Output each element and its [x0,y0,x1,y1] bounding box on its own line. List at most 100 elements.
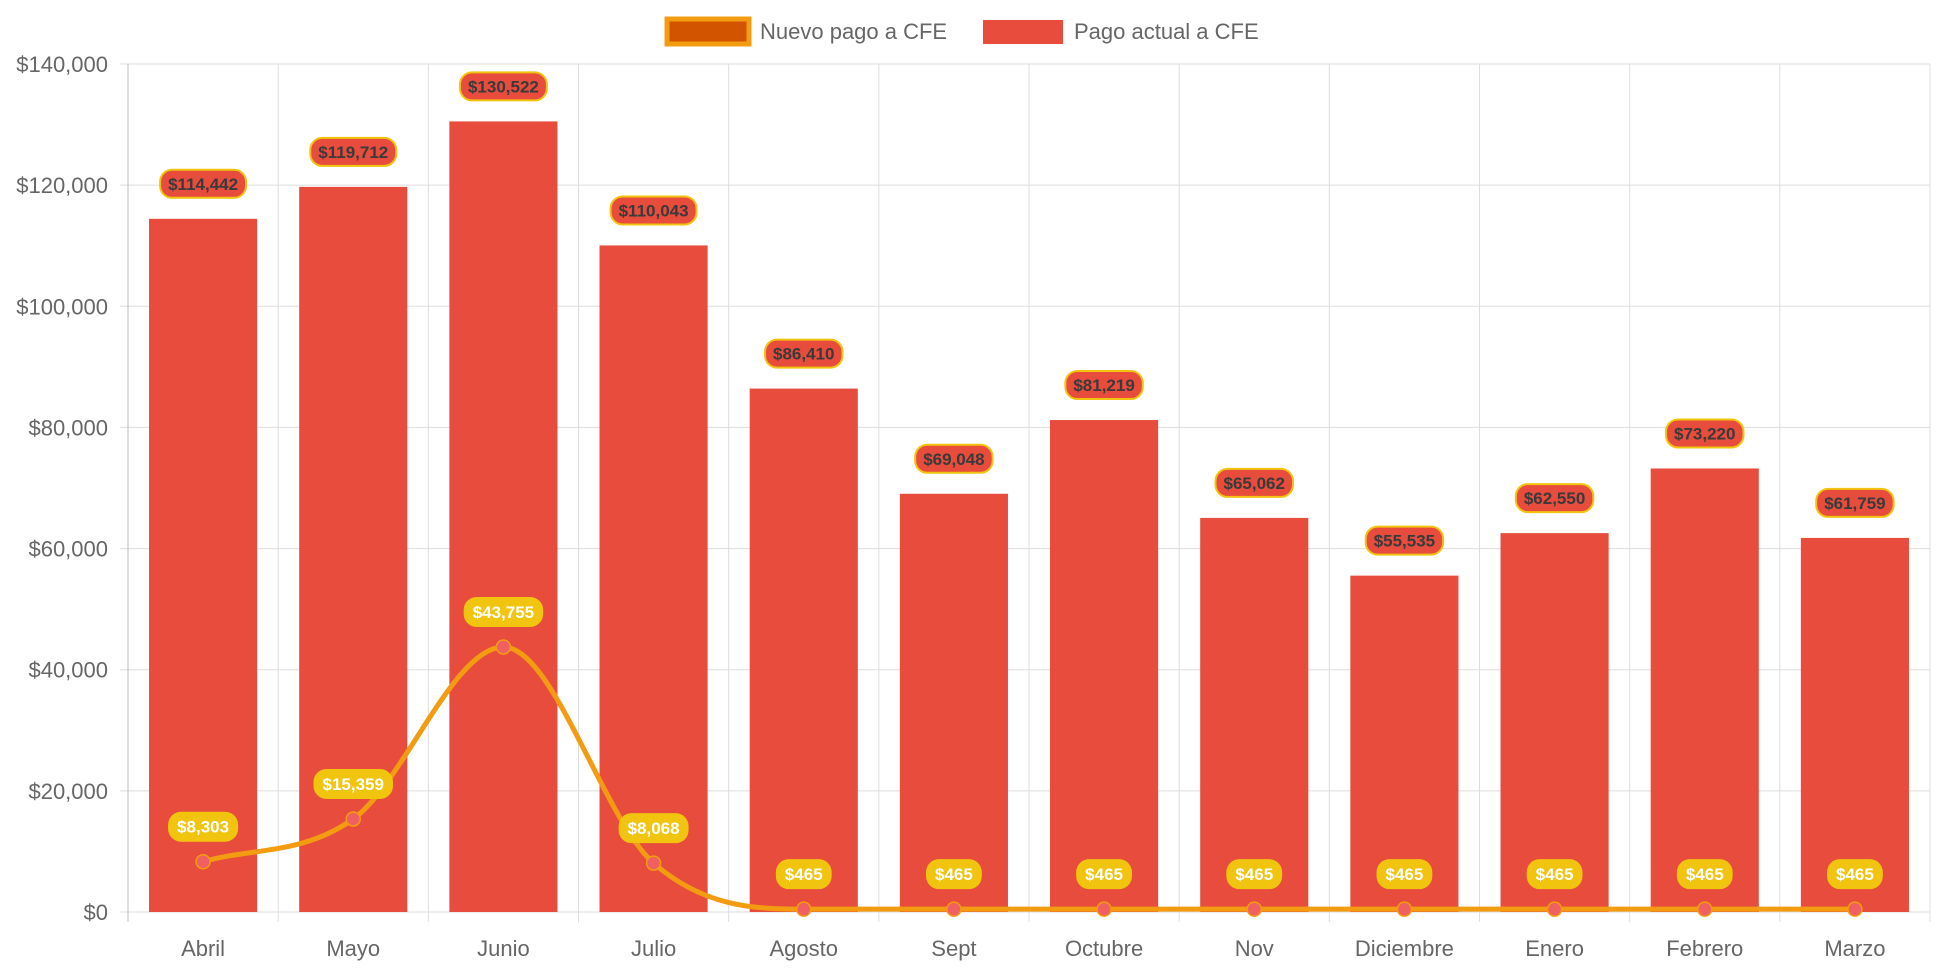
bar-value-label-text: $81,219 [1073,376,1134,395]
line-point[interactable] [1697,901,1713,917]
bar[interactable] [899,493,1008,912]
bar[interactable] [1050,420,1159,912]
bar-value-label-bg [1815,487,1895,518]
line-value-label: $465 [1526,859,1583,890]
bar[interactable] [149,218,258,912]
legend-label-nuevo-pago: Nuevo pago a CFE [760,19,947,44]
line-point[interactable] [1546,901,1563,917]
line-point[interactable] [195,853,211,870]
line-point[interactable] [1246,901,1262,917]
line-value-label: $465 [1226,859,1283,890]
bar[interactable] [1200,517,1309,912]
bar[interactable] [299,186,408,912]
bar[interactable] [1650,468,1759,912]
y-tick-label: $120,000 [16,173,108,198]
bar-value-label-text: $110,043 [619,201,689,220]
bar-value-label-text: $69,048 [923,450,984,469]
x-tick-label: Agosto [770,936,839,961]
y-tick-label: $60,000 [28,537,108,562]
bar-value-label: $114,442 [159,168,248,199]
line-value-label-bg [926,859,982,890]
line-value-label-text: $465 [935,865,973,884]
line-value-label-bg [1226,859,1283,890]
bar-value-label: $65,062 [1214,467,1294,498]
bar-series [149,121,1909,912]
line-value-label: $8,303 [168,811,239,842]
line-point[interactable] [345,811,361,827]
line-value-label-text: $465 [1686,865,1724,884]
legend-swatch-nuevo-pago [664,16,752,47]
line-value-label-text: $465 [1085,865,1123,884]
bar-value-label: $62,550 [1514,483,1595,514]
line-value-label: $15,359 [313,768,393,799]
line-point[interactable] [1096,901,1112,917]
y-tick-label: $80,000 [28,415,108,440]
line-value-label-bg [618,813,689,844]
legend-label-pago-actual: Pago actual a CFE [1074,19,1259,44]
y-tick-label: $0 [84,900,108,925]
line-point[interactable] [1847,901,1863,917]
line-value-label-text: $465 [1536,865,1574,884]
x-tick-label: Junio [477,936,530,961]
line-point[interactable] [946,901,962,917]
x-tick-label: Febrero [1666,936,1743,961]
y-tick-label: $40,000 [28,658,108,683]
y-tick-label: $20,000 [28,779,108,804]
line-value-label-text: $8,068 [628,819,680,838]
bar-value-label-bg [1665,418,1745,449]
line-value-label-bg [1076,859,1132,890]
bar-value-label: $55,535 [1364,525,1445,556]
bar-value-label: $86,410 [764,338,844,369]
line-value-label-bg [1676,859,1733,890]
bar-value-label-bg [159,168,248,199]
bar-value-label-text: $119,712 [318,143,388,162]
bar[interactable] [449,121,558,912]
bar-value-label-text: $130,522 [468,77,539,96]
line-point[interactable] [645,855,662,871]
bar-value-label: $69,048 [914,443,994,474]
line-value-label-text: $43,755 [473,603,534,622]
y-axis: $0 $20,000 $40,000 $60,000 $80,000 $100,000 $1… [16,52,108,925]
bar[interactable] [599,245,708,912]
legend-swatch-pago-actual [983,20,1063,44]
line-point[interactable] [796,901,812,917]
line-value-label-bg [1376,859,1433,890]
legend-item-nuevo-pago[interactable]: Nuevo pago a CFE [664,16,947,47]
line-value-label: $465 [1076,859,1132,890]
line-value-label-bg [168,811,239,842]
line-value-label-text: $465 [785,865,823,884]
line-value-label-bg [1827,859,1883,890]
x-tick-label: Julio [631,936,676,961]
line-value-label-text: $465 [1235,865,1273,884]
y-tick-label: $140,000 [16,52,108,77]
x-tick-label: Mayo [326,936,380,961]
line-value-label-bg [313,768,393,799]
x-tick-label: Marzo [1824,936,1885,961]
bar-value-label: $61,759 [1815,487,1895,518]
bar-value-label-bg [914,443,994,474]
line-point[interactable] [1396,901,1413,917]
line-value-label-text: $465 [1386,865,1424,884]
line-value-label-text: $15,359 [323,775,384,794]
y-tick-label: $100,000 [16,294,108,319]
x-tick-label: Diciembre [1355,936,1454,961]
line-point[interactable] [495,639,512,655]
bar-value-label-bg [609,195,698,226]
x-tick-label: Sept [931,936,976,961]
x-tick-label: Abril [181,936,225,961]
bar-value-label: $119,712 [309,136,398,167]
bar[interactable] [1800,537,1909,912]
x-tick-label: Octubre [1065,936,1143,961]
bar[interactable] [1350,575,1459,912]
line-value-label: $465 [926,859,982,890]
grid [120,63,1931,922]
bar-value-label: $110,043 [609,195,698,226]
bar-value-label-text: $61,759 [1824,494,1885,513]
legend-item-pago-actual[interactable]: Pago actual a CFE [983,19,1259,44]
bar-value-label-bg [764,338,844,369]
bar-value-label-bg [1364,525,1445,556]
bar[interactable] [749,388,858,912]
bar-value-label-text: $65,062 [1224,474,1285,493]
bar[interactable] [1500,533,1609,912]
bar-value-label-bg [458,71,548,102]
